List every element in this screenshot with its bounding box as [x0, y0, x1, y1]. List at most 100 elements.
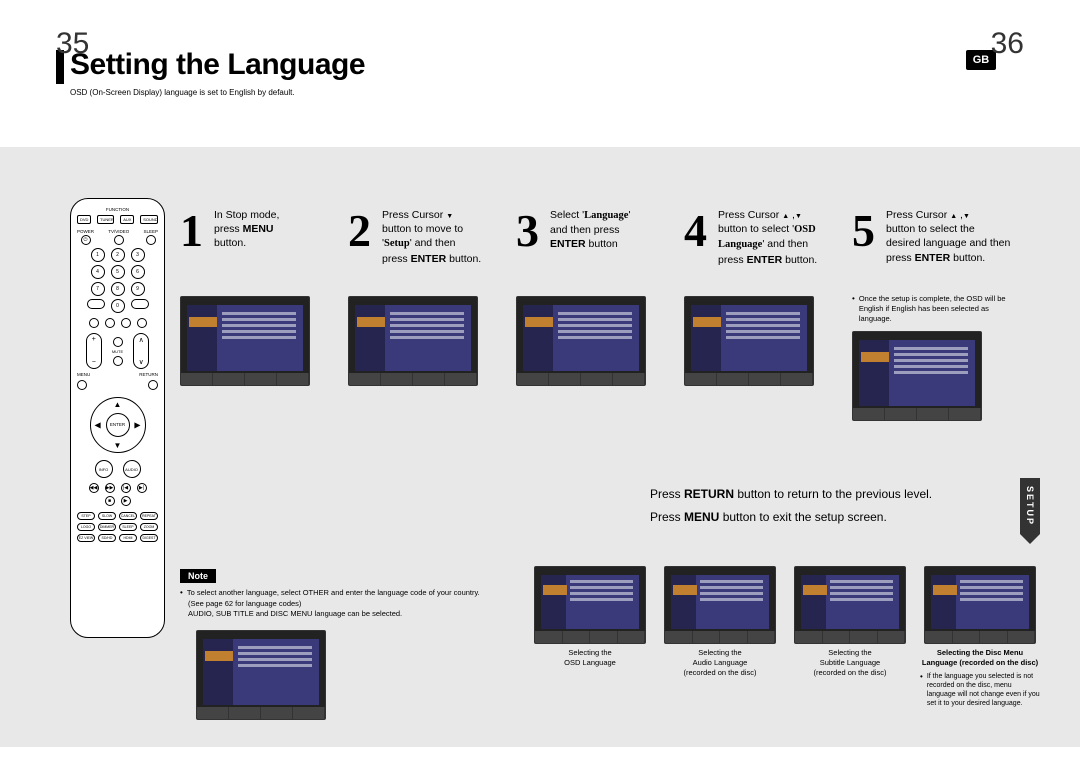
page-number-left: 35: [56, 27, 89, 61]
remote-btn: LOGO: [77, 523, 95, 531]
remote-btn: SOUND: [140, 215, 158, 224]
tv-screenshot: [348, 296, 478, 386]
remote-row: 456: [77, 265, 158, 279]
step-number: 4: [684, 208, 714, 288]
setup-tab-label: SETUP: [1020, 478, 1040, 534]
menu-instruction: Press MENU button to exit the setup scre…: [650, 506, 960, 529]
page-number-right: 36: [991, 27, 1024, 61]
remote-btn: [146, 235, 156, 245]
remote-btn: REPEAT: [140, 512, 158, 520]
note-line: (See page 62 for language codes): [188, 599, 520, 609]
remote-btn: EZ VIEW: [77, 534, 95, 542]
remote-row: DVD TUNER AUX SOUND: [77, 215, 158, 224]
arrow-down-icon: [1020, 534, 1040, 544]
remote-num: 1: [91, 248, 105, 262]
step-text: Press Cursor button to move to'Setup' an…: [382, 208, 481, 288]
screenshot-column: Selecting theSubtitle Language(recorded …: [790, 566, 910, 708]
title-row: Setting the Language GB: [56, 48, 1036, 84]
step-text: Press Cursor ,button to select 'OSDLangu…: [718, 208, 817, 288]
step-4: 4Press Cursor ,button to select 'OSDLang…: [684, 208, 844, 421]
remote-btn: DIGEST: [140, 534, 158, 542]
step-2: 2Press Cursor button to move to'Setup' a…: [348, 208, 508, 421]
remote-num: 3: [131, 248, 145, 262]
remote-row: [77, 380, 158, 390]
page-subtitle: OSD (On-Screen Display) language is set …: [70, 88, 1080, 97]
setup-side-tab: SETUP: [1020, 478, 1040, 542]
remote-btn: ▶|: [137, 483, 147, 493]
remote-btn: [121, 318, 131, 328]
remote-row: ■▶: [77, 496, 158, 506]
note-text: To select another language, select OTHER…: [180, 588, 520, 619]
remote-num: 6: [131, 265, 145, 279]
remote-num: 7: [91, 282, 105, 296]
remote-btn: ◀◀: [89, 483, 99, 493]
remote-num: 8: [111, 282, 125, 296]
note-badge: Note: [180, 569, 216, 583]
remote-label: MENU: [77, 372, 90, 377]
remote-row: ◀◀▶▶|◀▶|: [77, 483, 158, 493]
screenshot-caption: Selecting the Disc MenuLanguage (recorde…: [922, 648, 1038, 668]
tv-screenshot: [924, 566, 1036, 644]
remote-row: [77, 318, 158, 328]
remote-row: INFO AUDIO: [77, 460, 158, 478]
arrow-down-icon: ▼: [114, 441, 122, 450]
step-text: In Stop mode,press MENUbutton.: [214, 208, 279, 288]
remote-btn: [131, 299, 149, 309]
remote-btn: TUNER: [97, 215, 114, 224]
tv-screenshot: [794, 566, 906, 644]
remote-btn: ZOOM: [140, 523, 158, 531]
tv-screenshot: [534, 566, 646, 644]
screenshot-column: Selecting theOSD Language: [530, 566, 650, 708]
remote-btn: [105, 318, 115, 328]
remote-btn: [89, 318, 99, 328]
step-text: Select 'Language'and then pressENTER but…: [550, 208, 630, 288]
remote-btn: ▶: [121, 496, 131, 506]
remote-label: SLEEP: [143, 229, 158, 234]
remote-num: 2: [111, 248, 125, 262]
note-screenshot: [196, 622, 326, 720]
remote-btn: SD/HD: [98, 534, 116, 542]
remote-row: STEPSLOWCANCELREPEAT: [77, 512, 158, 520]
remote-control-diagram: FUNCTION DVD TUNER AUX SOUND POWER⏻ TV/V…: [70, 198, 165, 638]
info-button: INFO: [95, 460, 113, 478]
remote-row: POWER⏻ TV/VIDEO SLEEP: [77, 229, 158, 245]
remote-btn: [137, 318, 147, 328]
note-line: AUDIO, SUB TITLE and DISC MENU language …: [188, 609, 520, 619]
remote-btn: ■: [105, 496, 115, 506]
remote-btn: HDMI: [119, 534, 137, 542]
remote-num: 9: [131, 282, 145, 296]
remote-row: EZ VIEWSD/HDHDMIDIGEST: [77, 534, 158, 542]
remote-row: 0: [77, 299, 158, 313]
dpad: ▲ ▼ ◀ ▶ ENTER: [90, 397, 146, 453]
step-number: 3: [516, 208, 546, 288]
remote-row: 789: [77, 282, 158, 296]
steps-row: 1In Stop mode,press MENUbutton.2Press Cu…: [180, 208, 1040, 421]
step-number: 5: [852, 208, 882, 288]
step-1: 1In Stop mode,press MENUbutton.: [180, 208, 340, 421]
screenshot-caption: Selecting theAudio Language(recorded on …: [684, 648, 757, 677]
tv-screenshot: [180, 296, 310, 386]
remote-btn: DIMMER: [98, 523, 116, 531]
screenshot-column: Selecting the Disc MenuLanguage (recorde…: [920, 566, 1040, 708]
page-title: Setting the Language: [70, 48, 365, 82]
manual-spread: Setting the Language GB OSD (On-Screen D…: [0, 0, 1080, 763]
remote-row: 123: [77, 248, 158, 262]
remote-row: LOGODIMMERSLEEPZOOM: [77, 523, 158, 531]
remote-num: 0: [111, 299, 125, 313]
tv-screenshot: [516, 296, 646, 386]
tv-screenshot: [684, 296, 814, 386]
remote-btn: CANCEL: [119, 512, 137, 520]
arrow-up-icon: ▲: [114, 400, 122, 409]
step-number: 1: [180, 208, 210, 288]
screenshot-caption: Selecting theSubtitle Language(recorded …: [814, 648, 887, 677]
enter-button: ENTER: [106, 413, 130, 437]
remote-row: MENU RETURN: [77, 372, 158, 377]
screenshot-column: Selecting theAudio Language(recorded on …: [660, 566, 780, 708]
return-instruction: Press RETURN button to return to the pre…: [650, 483, 960, 506]
arrow-left-icon: ◀: [95, 421, 101, 430]
step-footnote: Once the setup is complete, the OSD will…: [852, 294, 1012, 323]
remote-label: POWER: [77, 229, 94, 234]
volume-rocker: +−: [86, 333, 102, 369]
return-button: [148, 380, 158, 390]
step-3: 3Select 'Language'and then pressENTER bu…: [516, 208, 676, 421]
